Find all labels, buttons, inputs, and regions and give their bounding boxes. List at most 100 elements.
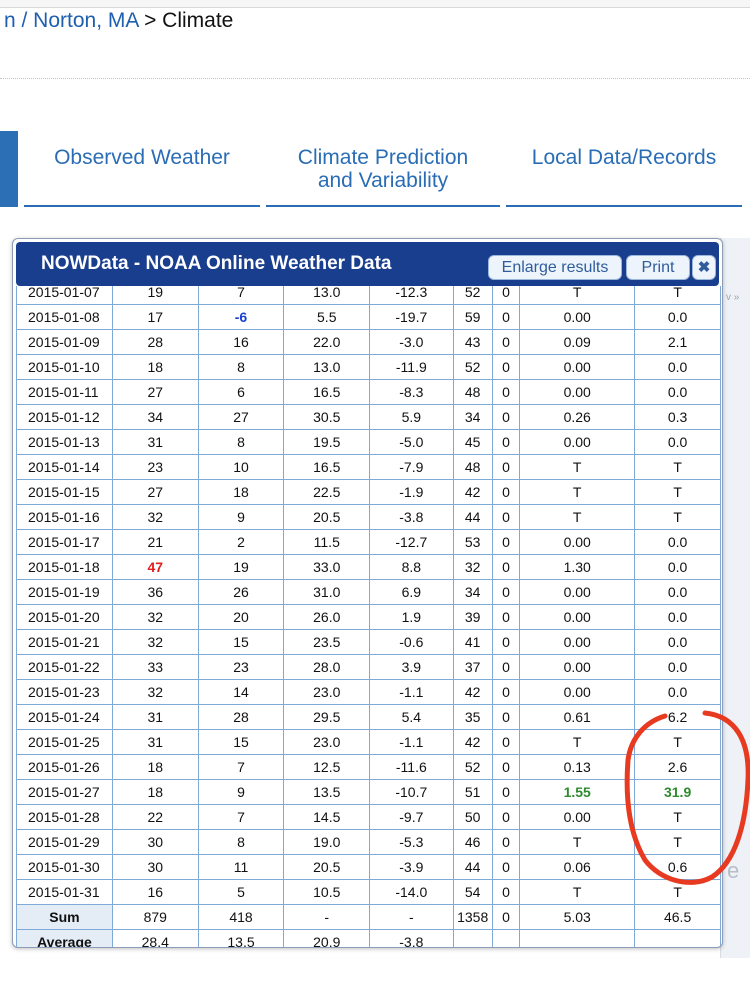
- cell-precip: T: [519, 504, 636, 530]
- cell-dep: -5.0: [369, 429, 454, 455]
- tab-underline: [266, 205, 500, 207]
- enlarge-results-button[interactable]: Enlarge results: [488, 255, 622, 280]
- cell-max: 16: [111, 879, 199, 905]
- cell-date: 2015-01-25: [16, 729, 113, 755]
- cell-cdd: 0: [491, 779, 521, 805]
- cell-dep: -7.9: [369, 454, 454, 480]
- cell-max: 33: [111, 654, 199, 680]
- cell-date: 2015-01-14: [16, 454, 113, 480]
- cell-hdd: 54: [452, 879, 493, 905]
- table-row: 2015-01-14 23 10 16.5 -7.9 48 0 T T: [16, 454, 721, 480]
- cell-max: 32: [111, 604, 199, 630]
- cell-cdd: 0: [491, 854, 521, 880]
- cell-avg: 26.0: [283, 604, 371, 630]
- results-scroll-area[interactable]: 2015-01-07 19 7 13.0 -12.3 52 0 T T 2015-01-08 17-…: [16, 286, 721, 947]
- tab-climate-prediction[interactable]: Climate Prediction and Variability: [266, 146, 500, 192]
- cell-max: 47: [111, 554, 199, 580]
- cell-snow: 0.0: [634, 579, 721, 605]
- table-row: 2015-01-12 34 27 30.5 5.9 34 0 0.26 0.3: [16, 404, 721, 430]
- cell-hdd: 42: [452, 679, 493, 705]
- tab-observed-weather[interactable]: Observed Weather: [24, 146, 260, 169]
- cell-precip: T: [519, 479, 636, 505]
- cell-dep: -11.6: [369, 754, 454, 780]
- cell-dep: -10.7: [369, 779, 454, 805]
- table-row: 2015-01-30 30 11 20.5 -3.9 44 0 0.06 0.6: [16, 854, 721, 880]
- cell-min: 20: [197, 604, 285, 630]
- cell-dep: -1.9: [369, 479, 454, 505]
- cell-max: 18: [111, 354, 199, 380]
- cell-date: 2015-01-27: [16, 779, 113, 805]
- cell-avg: 13.0: [283, 354, 371, 380]
- cell-date: 2015-01-31: [16, 879, 113, 905]
- cell-cdd: 0: [491, 629, 521, 655]
- cell-avg: 13.0: [283, 286, 371, 305]
- cell-date: 2015-01-16: [16, 504, 113, 530]
- cell-avg: 23.0: [283, 679, 371, 705]
- cell-snow: T: [634, 504, 721, 530]
- cell-cdd: 0: [491, 729, 521, 755]
- cell-min: 13.5: [197, 929, 285, 947]
- cell-precip: 0.00: [519, 679, 636, 705]
- cell-snow: T: [634, 286, 721, 305]
- cell-dep: -: [369, 904, 454, 930]
- cell-max: 28: [111, 329, 199, 355]
- cell-max: 31: [111, 729, 199, 755]
- table-row: 2015-01-17 21 2 11.5 -12.7 53 0 0.00 0.0: [16, 529, 721, 555]
- table-row: 2015-01-15 27 18 22.5 -1.9 42 0 T T: [16, 479, 721, 505]
- cell-precip: 0.00: [519, 804, 636, 830]
- cell-max: 32: [111, 679, 199, 705]
- cell-min: 5: [197, 879, 285, 905]
- nav-tab-active-stub[interactable]: [0, 131, 18, 207]
- cell-cdd: 0: [491, 454, 521, 480]
- table-row: 2015-01-23 32 14 23.0 -1.1 42 0 0.00 0.0: [16, 679, 721, 705]
- cell-precip: 5.03: [519, 904, 636, 930]
- cell-dep: -11.9: [369, 354, 454, 380]
- cell-precip: 0.00: [519, 429, 636, 455]
- cell-avg: 30.5: [283, 404, 371, 430]
- table-row: 2015-01-21 32 15 23.5 -0.6 41 0 0.00 0.0: [16, 629, 721, 655]
- cell-min: 26: [197, 579, 285, 605]
- cell-hdd: 46: [452, 829, 493, 855]
- table-row: 2015-01-27 18 9 13.5 -10.7 51 0 1.55 31.9: [16, 779, 721, 805]
- cell-hdd: 39: [452, 604, 493, 630]
- cell-dep: -5.3: [369, 829, 454, 855]
- nowdata-dialog: NOWData - NOAA Online Weather Data Enlar…: [12, 238, 723, 948]
- tab-local-data-records[interactable]: Local Data/Records: [506, 146, 742, 169]
- cell-precip: 0.00: [519, 354, 636, 380]
- cell-avg: 31.0: [283, 579, 371, 605]
- cell-avg: 5.5: [283, 304, 371, 330]
- cell-min: 8: [197, 354, 285, 380]
- cell-precip: 0.00: [519, 654, 636, 680]
- cell-snow: 0.0: [634, 304, 721, 330]
- cell-cdd: 0: [491, 604, 521, 630]
- cell-min: 9: [197, 779, 285, 805]
- cell-precip: 0.00: [519, 629, 636, 655]
- cell-hdd: 37: [452, 654, 493, 680]
- cell-avg: 11.5: [283, 529, 371, 555]
- cell-avg: 14.5: [283, 804, 371, 830]
- cell-hdd: 48: [452, 379, 493, 405]
- cell-date: 2015-01-18: [16, 554, 113, 580]
- cell-precip: T: [519, 829, 636, 855]
- cell-hdd: 50: [452, 804, 493, 830]
- cell-cdd: 0: [491, 354, 521, 380]
- table-row: 2015-01-22 33 23 28.0 3.9 37 0 0.00 0.0: [16, 654, 721, 680]
- cell-max: 27: [111, 479, 199, 505]
- cell-date: 2015-01-21: [16, 629, 113, 655]
- cell-date: 2015-01-28: [16, 804, 113, 830]
- cell-date: 2015-01-09: [16, 329, 113, 355]
- breadcrumb-link-norton[interactable]: n / Norton, MA: [4, 9, 139, 32]
- cell-hdd: 42: [452, 479, 493, 505]
- cell-label: Average: [16, 929, 113, 947]
- cell-cdd: 0: [491, 286, 521, 305]
- cell-avg: 20.9: [283, 929, 371, 947]
- cell-cdd: 0: [491, 879, 521, 905]
- table-row: 2015-01-13 31 8 19.5 -5.0 45 0 0.00 0.0: [16, 429, 721, 455]
- close-icon[interactable]: ✖: [692, 255, 716, 280]
- dialog-header[interactable]: NOWData - NOAA Online Weather Data Enlar…: [16, 242, 719, 286]
- print-button[interactable]: Print: [626, 255, 690, 280]
- cell-precip: 0.09: [519, 329, 636, 355]
- cell-avg: 33.0: [283, 554, 371, 580]
- table-row: 2015-01-07 19 7 13.0 -12.3 52 0 T T: [16, 286, 721, 305]
- cell-snow: T: [634, 454, 721, 480]
